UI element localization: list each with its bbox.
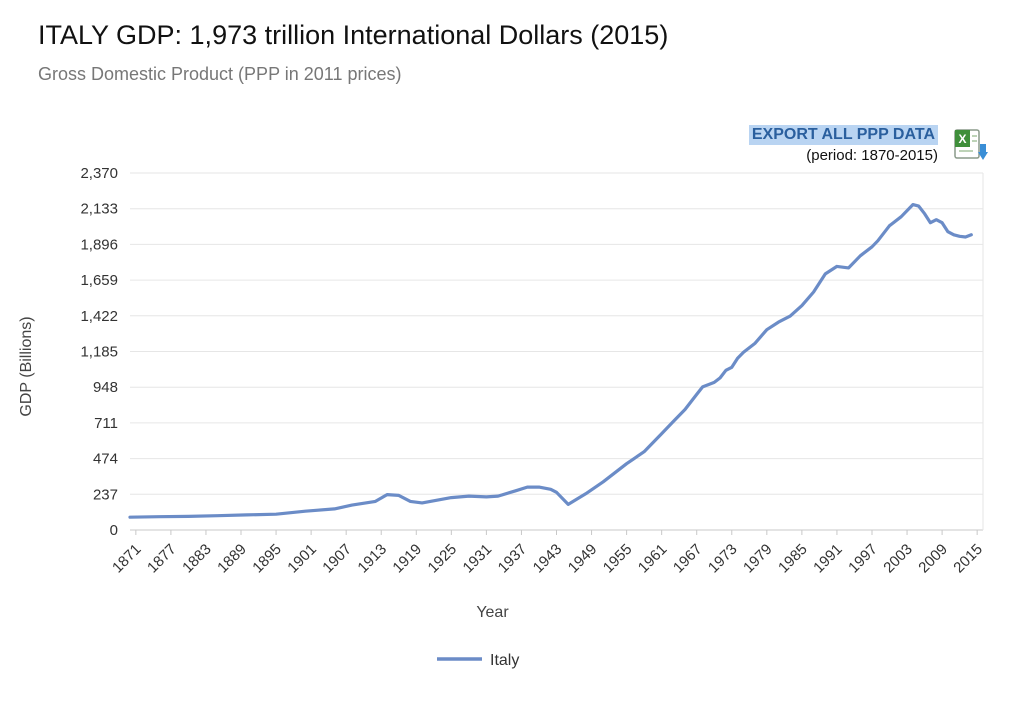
x-tick-label: 1889 bbox=[214, 541, 250, 577]
export-all-data-link[interactable]: EXPORT ALL PPP DATA bbox=[748, 125, 938, 145]
y-tick-label: 711 bbox=[94, 415, 118, 432]
y-tick-label: 474 bbox=[93, 451, 118, 468]
y-tick-label: 2,370 bbox=[80, 165, 118, 182]
x-axis-ticks: 1871 1877 1883 1889 1895 1901 1907 1913 1919 1925… bbox=[109, 530, 986, 576]
y-tick-label: 1,896 bbox=[80, 236, 118, 253]
x-tick-label: 1949 bbox=[565, 541, 601, 577]
x-tick-label: 1979 bbox=[740, 541, 776, 577]
x-tick-label: 1943 bbox=[530, 541, 566, 577]
x-tick-label: 1937 bbox=[495, 541, 531, 577]
x-tick-label: 1967 bbox=[670, 541, 706, 577]
svg-text:X: X bbox=[958, 132, 966, 146]
y-tick-label: 0 bbox=[110, 522, 118, 539]
x-tick-label: 1997 bbox=[845, 541, 881, 577]
series-layer bbox=[128, 203, 973, 519]
excel-download-icon[interactable]: X bbox=[953, 128, 989, 164]
x-tick-label: 1955 bbox=[600, 541, 636, 577]
y-tick-label: 237 bbox=[93, 486, 118, 503]
y-tick-label: 1,422 bbox=[80, 308, 118, 325]
y-tick-label: 2,133 bbox=[80, 201, 118, 218]
x-tick-label: 2015 bbox=[950, 541, 986, 577]
page-title: ITALY GDP: 1,973 trillion International … bbox=[38, 20, 669, 50]
x-tick-label: 1907 bbox=[319, 541, 355, 577]
x-tick-label: 2009 bbox=[915, 541, 951, 577]
y-axis-label: GDP (Billions) bbox=[18, 316, 35, 416]
x-tick-label: 1925 bbox=[425, 541, 461, 577]
x-tick-label: 1871 bbox=[109, 541, 145, 577]
y-tick-label: 1,185 bbox=[80, 344, 118, 361]
chart-grid bbox=[130, 172, 984, 531]
x-tick-label: 1931 bbox=[460, 541, 496, 577]
y-tick-label: 948 bbox=[93, 379, 118, 396]
x-tick-label: 1883 bbox=[179, 541, 215, 577]
x-tick-label: 2003 bbox=[880, 541, 916, 577]
x-tick-label: 1973 bbox=[705, 541, 741, 577]
x-tick-label: 1919 bbox=[389, 541, 425, 577]
x-tick-label: 1895 bbox=[249, 541, 285, 577]
page-subtitle: Gross Domestic Product (PPP in 2011 pric… bbox=[38, 64, 402, 84]
x-tick-label: 1901 bbox=[284, 541, 320, 577]
x-tick-label: 1985 bbox=[775, 541, 811, 577]
y-axis-ticks: 0 237 474 711 948 1,185 1,422 1,659 1,896 2,133 2,… bbox=[80, 165, 118, 539]
export-period-text: (period: 1870-2015) bbox=[806, 147, 938, 164]
y-tick-label: 1,659 bbox=[80, 272, 118, 289]
legend-label-italy: Italy bbox=[490, 652, 519, 669]
x-tick-label: 1913 bbox=[354, 541, 390, 577]
series-line-italy[interactable] bbox=[128, 203, 973, 519]
x-axis-label: Year bbox=[476, 604, 509, 621]
legend[interactable]: Italy bbox=[437, 652, 519, 669]
x-tick-label: 1991 bbox=[810, 541, 846, 577]
export-block: EXPORT ALL PPP DATA (period: 1870-2015) bbox=[748, 125, 938, 164]
x-tick-label: 1961 bbox=[635, 541, 671, 577]
x-tick-label: 1877 bbox=[144, 541, 180, 577]
